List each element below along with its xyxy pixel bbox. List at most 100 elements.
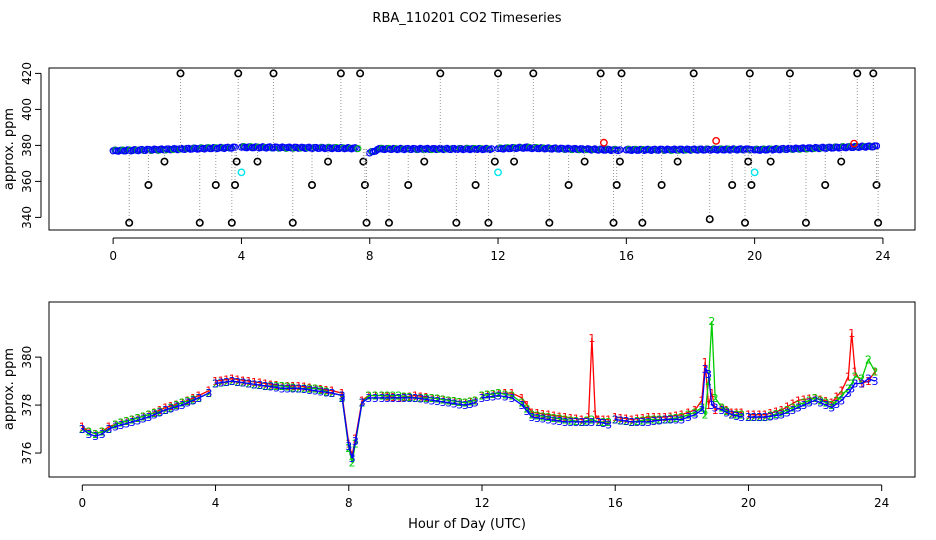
outlier-point xyxy=(436,69,445,78)
series-2-marker: 2 xyxy=(173,399,180,412)
series-2-line xyxy=(481,392,609,423)
series-3-marker: 3 xyxy=(134,414,141,427)
series-1-marker: 1 xyxy=(833,391,840,404)
series-2-marker: 2 xyxy=(848,378,855,391)
series-3-marker: 3 xyxy=(528,411,535,424)
series-3-marker: 3 xyxy=(168,402,175,415)
series-3-marker: 3 xyxy=(806,397,813,410)
series-1-marker: 1 xyxy=(656,411,663,424)
series-1-marker: 1 xyxy=(162,401,169,414)
series-3-marker: 3 xyxy=(462,399,469,412)
outlier-point xyxy=(234,69,243,78)
series-3-line xyxy=(748,377,876,418)
series-3-marker: 3 xyxy=(812,394,819,407)
series-2-marker: 2 xyxy=(92,428,99,441)
red-point xyxy=(850,139,858,148)
series-1-marker: 1 xyxy=(251,376,258,389)
series-1-marker: 1 xyxy=(157,404,164,417)
series-1-marker: 1 xyxy=(745,409,752,422)
series-2-marker: 2 xyxy=(738,409,745,422)
series-2-marker: 2 xyxy=(812,392,819,405)
series-2-marker: 2 xyxy=(279,380,286,393)
series-3-marker: 3 xyxy=(708,399,715,412)
series-3-marker: 3 xyxy=(256,379,263,392)
series-3-marker: 3 xyxy=(756,411,763,424)
outlier-point xyxy=(869,69,878,78)
series-1-marker: 1 xyxy=(639,412,646,425)
outlier-point xyxy=(324,157,333,166)
cyan-point xyxy=(750,168,759,177)
series-3-marker: 3 xyxy=(678,413,685,426)
outlier-point xyxy=(231,181,240,190)
outlier-point xyxy=(580,157,589,166)
series-1-marker: 1 xyxy=(585,411,592,424)
series-2-marker: 2 xyxy=(212,378,219,391)
series-1-marker: 1 xyxy=(567,412,574,425)
raw-panel-x-tick-label: 8 xyxy=(366,249,374,263)
series-2-marker: 2 xyxy=(273,380,280,393)
series-3-marker: 3 xyxy=(112,421,119,434)
series-3-marker: 3 xyxy=(284,382,291,395)
series-3-marker: 3 xyxy=(502,391,509,404)
series-2-marker: 2 xyxy=(434,393,441,406)
series-3-marker: 3 xyxy=(651,415,658,428)
series-2-marker: 2 xyxy=(518,397,525,410)
series-1-marker: 1 xyxy=(708,387,715,400)
series-1-marker: 1 xyxy=(573,413,580,426)
baseline-point-green xyxy=(354,145,362,153)
series-2-marker: 2 xyxy=(600,416,607,429)
series-1-marker: 1 xyxy=(105,421,112,434)
avg-panel-x-tick-label: 20 xyxy=(741,496,756,510)
series-1-marker: 1 xyxy=(600,413,607,426)
series-2-marker: 2 xyxy=(484,389,491,402)
series-2-marker: 2 xyxy=(472,394,479,407)
avg-panel-ylabel: approx. ppm xyxy=(2,348,17,430)
series-1-marker: 1 xyxy=(359,394,366,407)
series-2-marker: 2 xyxy=(872,366,879,379)
series-1-marker: 1 xyxy=(588,332,595,345)
series-2-marker: 2 xyxy=(673,412,680,425)
outlier-point xyxy=(766,157,775,166)
series-3-marker: 3 xyxy=(290,382,297,395)
outlier-point xyxy=(420,157,429,166)
series-2-marker: 2 xyxy=(773,408,780,421)
series-1-marker: 1 xyxy=(412,389,419,402)
series-2-marker: 2 xyxy=(99,425,106,438)
series-1-marker: 1 xyxy=(518,392,525,405)
outlier-point xyxy=(529,69,538,78)
series-1-marker: 1 xyxy=(738,406,745,419)
series-1-line xyxy=(481,337,609,421)
series-1-marker: 1 xyxy=(685,406,692,419)
series-2-marker: 2 xyxy=(551,412,558,425)
series-2-marker: 2 xyxy=(379,389,386,402)
series-3-marker: 3 xyxy=(273,382,280,395)
series-1-marker: 1 xyxy=(848,327,855,340)
series-3-marker: 3 xyxy=(279,382,286,395)
series-3-marker: 3 xyxy=(467,398,474,411)
series-3-marker: 3 xyxy=(440,396,447,409)
series-1-marker: 1 xyxy=(592,409,599,422)
outlier-point xyxy=(227,218,236,227)
series-2-marker: 2 xyxy=(345,442,352,455)
series-3-marker: 3 xyxy=(723,406,730,419)
avg-panel-x-tick-label: 24 xyxy=(874,496,889,510)
series-3-marker: 3 xyxy=(151,409,158,422)
series-2-marker: 2 xyxy=(708,315,715,328)
series-1-marker: 1 xyxy=(628,413,635,426)
series-2-line xyxy=(341,394,476,463)
series-1-marker: 1 xyxy=(733,406,740,419)
series-2-marker: 2 xyxy=(828,399,835,412)
series-2-marker: 2 xyxy=(718,401,725,414)
series-2-marker: 2 xyxy=(712,392,719,405)
series-3-marker: 3 xyxy=(372,392,379,405)
series-3-marker: 3 xyxy=(605,418,612,431)
outlier-point xyxy=(596,69,605,78)
series-2-marker: 2 xyxy=(451,395,458,408)
series-3-marker: 3 xyxy=(212,378,219,391)
red-point xyxy=(712,136,721,145)
outlier-point xyxy=(728,181,737,190)
series-3-marker: 3 xyxy=(823,399,830,412)
outlier-point xyxy=(144,181,153,190)
series-3-marker: 3 xyxy=(692,409,699,422)
